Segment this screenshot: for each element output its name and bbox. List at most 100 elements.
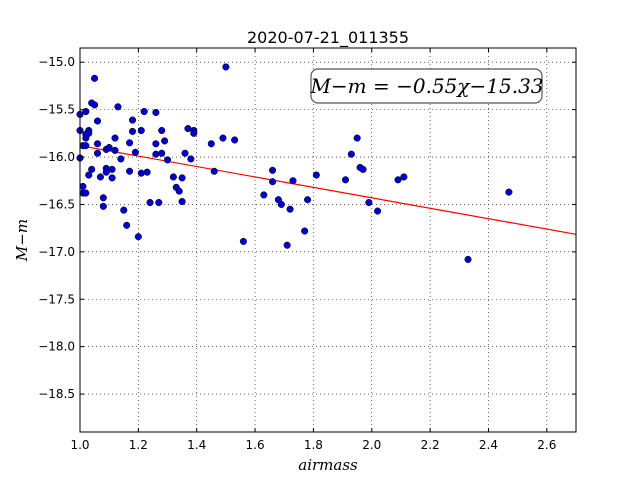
data-point (178, 174, 186, 182)
axis-ticks: 1.0 1.2 1.4 1.6 1.8 2.0 2.2 2.4 2.6 −15.0 −15.5 −16… (38, 48, 576, 452)
data-point (464, 255, 472, 263)
y-tick-label: −16.0 (38, 150, 75, 164)
data-point (131, 148, 139, 156)
data-point (85, 171, 93, 179)
data-point (96, 173, 104, 181)
data-point (88, 165, 96, 173)
x-tick-label: 1.2 (129, 438, 148, 452)
data-point (128, 127, 137, 135)
y-tick-label: −18.0 (38, 340, 75, 354)
data-point (219, 134, 227, 142)
data-point (126, 139, 134, 147)
data-point (359, 165, 367, 173)
data-point (158, 149, 166, 157)
y-tick-label: −15.0 (38, 55, 75, 69)
data-point (91, 101, 99, 109)
data-point (239, 237, 247, 245)
y-tick-label: −17.0 (38, 245, 75, 259)
data-point (181, 149, 189, 157)
x-tick-label: 1.8 (304, 438, 323, 452)
fit-annotation-box (310, 68, 543, 104)
data-point (341, 176, 350, 184)
data-point (152, 140, 160, 148)
data-point (161, 137, 169, 145)
data-point (289, 177, 297, 185)
x-tick-label: 1.6 (246, 438, 265, 452)
data-point (117, 155, 125, 163)
data-point (163, 156, 172, 164)
data-point (394, 176, 402, 184)
data-point (207, 140, 215, 148)
data-points (76, 63, 513, 263)
data-point (269, 178, 277, 186)
y-axis-label: M−m (13, 219, 31, 262)
data-point (286, 205, 294, 213)
chart-title: 2020-07-21_011355 (247, 28, 409, 48)
data-point (169, 173, 177, 181)
data-point (134, 233, 142, 241)
data-point (190, 129, 198, 137)
data-point (93, 140, 102, 148)
data-point (175, 187, 183, 195)
data-point (400, 173, 408, 181)
grid (79, 48, 576, 432)
data-point (120, 206, 128, 214)
data-point (102, 168, 110, 176)
data-point (111, 146, 119, 154)
data-point (301, 227, 309, 235)
data-point (269, 166, 277, 174)
data-point (365, 198, 373, 207)
data-point (231, 136, 239, 144)
x-tick-label: 2.6 (537, 438, 556, 452)
data-point (158, 126, 166, 135)
plot-frame (79, 47, 577, 433)
x-axis-label: airmass (298, 456, 358, 474)
x-tick-label: 2.4 (479, 438, 498, 452)
y-tick-label: −15.5 (38, 103, 75, 117)
data-point (85, 129, 93, 137)
data-point (143, 168, 151, 176)
data-point (146, 198, 154, 207)
data-point (108, 174, 116, 182)
data-point (283, 241, 291, 249)
data-point (222, 63, 230, 71)
data-point (111, 134, 119, 142)
data-point (187, 155, 195, 163)
data-point (137, 126, 145, 135)
fit-annotation: M−m = −0.55χ−15.33 (309, 68, 544, 104)
fit-line-layer (79, 145, 577, 235)
data-point (347, 150, 355, 158)
data-point (178, 198, 186, 206)
data-point (304, 196, 312, 204)
data-point (210, 167, 218, 175)
x-tick-label: 1.4 (187, 438, 206, 452)
data-point (353, 134, 361, 142)
fit-line (79, 145, 577, 235)
data-point (91, 74, 99, 82)
data-point (260, 191, 268, 199)
data-point (105, 144, 113, 152)
data-point (79, 182, 87, 190)
data-point (152, 150, 160, 158)
data-point (93, 149, 102, 157)
y-tick-label: −17.5 (38, 292, 75, 306)
data-point (99, 194, 107, 202)
y-tick-label: −16.5 (38, 197, 75, 211)
data-point (140, 107, 148, 116)
data-point (128, 116, 137, 124)
data-point (312, 171, 320, 179)
data-point (108, 165, 116, 173)
y-tick-label: −18.5 (38, 387, 75, 401)
x-tick-label: 1.0 (70, 438, 89, 452)
data-point (82, 142, 90, 150)
data-point (114, 103, 122, 111)
data-point (126, 167, 134, 175)
data-point (82, 189, 90, 197)
data-point (505, 188, 513, 196)
data-point (374, 207, 382, 215)
fit-annotation-text: M−m = −0.55χ−15.33 (309, 74, 543, 98)
data-point (137, 169, 145, 177)
x-tick-label: 2.2 (421, 438, 440, 452)
data-point (123, 221, 131, 229)
